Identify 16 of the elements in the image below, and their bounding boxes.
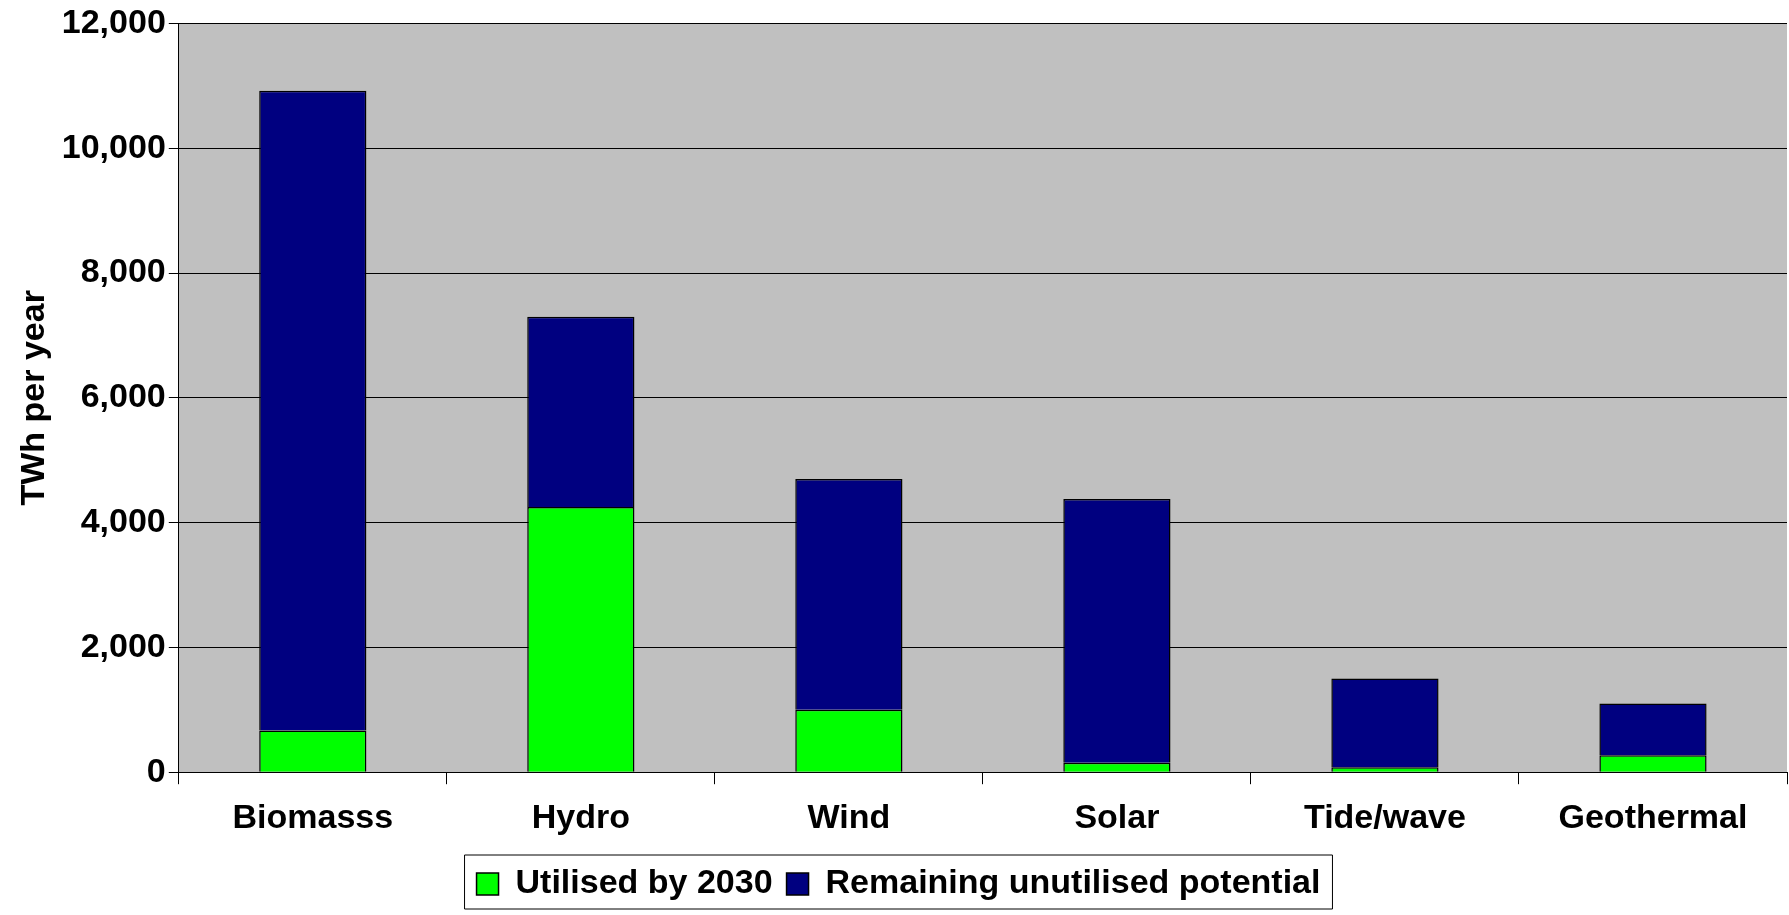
y-tick-label: 10,000 <box>61 126 166 165</box>
y-tick-label: 8,000 <box>80 251 166 290</box>
x-tick-label: Biomasss <box>232 796 394 835</box>
x-tick-label: Solar <box>1074 796 1160 835</box>
x-tick-label: Wind <box>807 796 891 835</box>
y-axis-title: TWh per year <box>12 290 51 506</box>
y-tick-label: 4,000 <box>80 500 166 539</box>
x-tick-label: Tide/wave <box>1303 796 1466 835</box>
legend-label: Utilised by 2030 <box>515 862 773 901</box>
y-tick-label: 6,000 <box>80 376 166 415</box>
y-tick-label: 0 <box>146 750 166 789</box>
legend-label: Remaining unutilised potential <box>825 862 1321 901</box>
y-tick-label: 12,000 <box>61 1 166 40</box>
y-tick-label: 2,000 <box>80 625 166 664</box>
x-tick-label: Geothermal <box>1558 796 1748 835</box>
x-tick-label: Hydro <box>531 796 630 835</box>
